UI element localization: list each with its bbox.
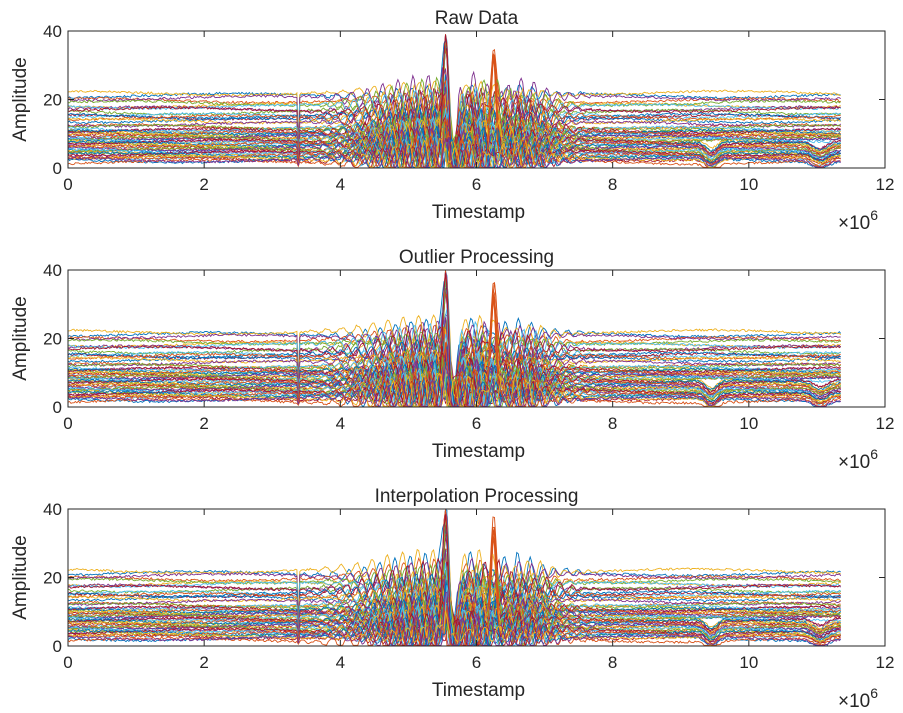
series-line <box>68 372 841 407</box>
series-line <box>68 137 842 168</box>
series-line <box>68 352 841 407</box>
subplot-2: 0 2 4 6 8 10 12 0 20 40 Outlier Processing Timestam… <box>10 247 894 473</box>
x-tick-label: 6 <box>472 414 481 433</box>
x-tick-label: 4 <box>336 414 345 433</box>
x-tick-label: 10 <box>739 175 758 194</box>
series-line <box>68 93 841 168</box>
x-tick-label: 4 <box>336 653 345 672</box>
y-tick-label: 20 <box>43 330 62 349</box>
y-axis-label: Amplitude <box>10 57 31 142</box>
x-tick-label: 4 <box>336 175 345 194</box>
x-tick-label: 10 <box>739 414 758 433</box>
x-exponent-label: ×106 <box>838 685 878 712</box>
x-exponent-power: 6 <box>870 685 878 701</box>
y-tick-label: 20 <box>43 569 62 588</box>
x-tick-label: 12 <box>876 653 895 672</box>
series-group <box>68 509 842 646</box>
subplot-3: 0 2 4 6 8 10 12 0 20 40 Interpolation Processing Ti… <box>10 486 894 712</box>
x-exponent-power: 6 <box>870 446 878 462</box>
series-line <box>68 533 841 631</box>
x-exponent-label: ×106 <box>838 207 878 234</box>
y-tick-label: 0 <box>53 159 62 178</box>
y-axis-label: Amplitude <box>10 296 31 381</box>
x-exponent-base: ×10 <box>838 452 870 473</box>
series-line <box>68 125 841 168</box>
series-line <box>68 95 841 165</box>
y-tick-label: 0 <box>53 398 62 417</box>
series-line <box>68 514 841 646</box>
x-exponent-label: ×106 <box>838 446 878 473</box>
x-tick-label: 8 <box>608 414 617 433</box>
y-tick-label: 40 <box>43 22 62 41</box>
series-line <box>68 597 842 638</box>
series-group <box>68 270 842 407</box>
x-tick-label: 0 <box>63 653 72 672</box>
x-axis-label: Timestamp <box>432 441 525 462</box>
x-tick-label: 12 <box>876 414 895 433</box>
x-axis-label: Timestamp <box>432 202 525 223</box>
series-line <box>68 557 841 629</box>
x-tick-label: 8 <box>608 175 617 194</box>
series-line <box>68 592 842 646</box>
x-tick-label: 8 <box>608 653 617 672</box>
series-line <box>68 110 841 168</box>
x-tick-label: 12 <box>876 175 895 194</box>
x-exponent-base: ×10 <box>838 691 870 712</box>
series-line <box>68 137 841 168</box>
subplot-title: Outlier Processing <box>399 247 554 268</box>
x-tick-label: 6 <box>472 653 481 672</box>
series-line <box>68 52 841 168</box>
series-line <box>68 603 842 641</box>
x-tick-label: 2 <box>199 414 208 433</box>
series-group <box>68 34 842 168</box>
y-tick-label: 0 <box>53 637 62 656</box>
x-tick-label: 6 <box>472 175 481 194</box>
x-axis-label: Timestamp <box>432 680 525 701</box>
x-tick-label: 0 <box>63 175 72 194</box>
series-line <box>68 603 841 646</box>
y-axis-label: Amplitude <box>10 535 31 620</box>
y-tick-label: 40 <box>43 261 62 280</box>
series-line <box>68 365 841 407</box>
series-line <box>68 114 841 168</box>
x-exponent-base: ×10 <box>838 213 870 234</box>
series-line <box>68 373 841 407</box>
subplot-title: Interpolation Processing <box>375 486 579 507</box>
series-line <box>68 588 841 635</box>
series-line <box>68 326 841 390</box>
x-exponent-power: 6 <box>870 207 878 223</box>
x-tick-label: 0 <box>63 414 72 433</box>
y-tick-label: 40 <box>43 500 62 519</box>
subplot-title: Raw Data <box>435 8 519 29</box>
x-tick-label: 10 <box>739 653 758 672</box>
y-tick-label: 20 <box>43 91 62 110</box>
x-tick-label: 2 <box>199 653 208 672</box>
x-tick-label: 2 <box>199 175 208 194</box>
series-line <box>68 357 841 407</box>
subplot-1: 0 2 4 6 8 10 12 0 20 40 Raw Data Timestamp Amplitude… <box>10 8 894 234</box>
